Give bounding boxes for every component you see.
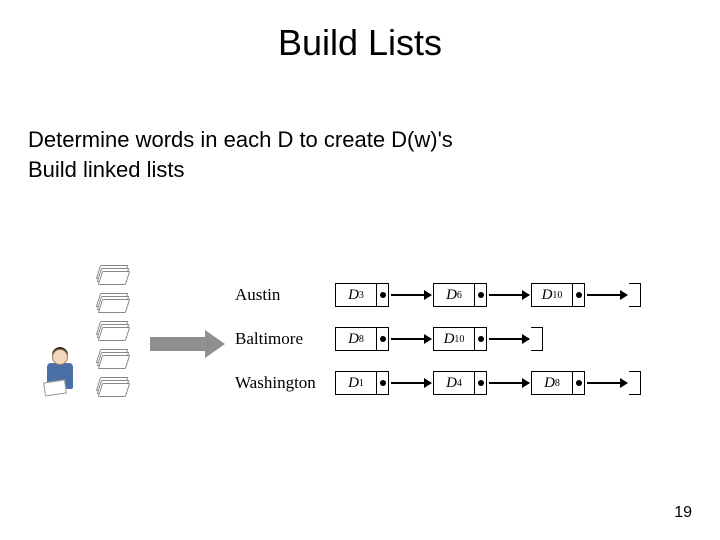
- pointer-arrow-icon: [489, 338, 529, 340]
- list-row: BaltimoreD8 D10: [235, 317, 641, 361]
- node-data: D8: [531, 371, 573, 395]
- slide: Build Lists Determine words in each D to…: [0, 0, 720, 540]
- list-node: D6: [433, 282, 487, 308]
- node-data: D10: [531, 283, 573, 307]
- node-pointer: [573, 371, 585, 395]
- pointer-arrow-icon: [391, 294, 431, 296]
- node-pointer: [573, 283, 585, 307]
- body-line-1: Determine words in each D to create D(w)…: [28, 125, 453, 155]
- page-number: 19: [674, 504, 692, 522]
- node-pointer: [377, 283, 389, 307]
- pointer-arrow-icon: [587, 294, 627, 296]
- node-pointer: [475, 371, 487, 395]
- word-label: Washington: [235, 373, 335, 393]
- node-pointer: [475, 283, 487, 307]
- pointer-arrow-icon: [489, 382, 529, 384]
- word-label: Austin: [235, 285, 335, 305]
- pointer-arrow-icon: [489, 294, 529, 296]
- list-node: D1: [335, 370, 389, 396]
- list-terminator: [629, 283, 641, 307]
- arrow-icon: [150, 337, 205, 351]
- body-line-2: Build linked lists: [28, 155, 453, 185]
- list-node: D3: [335, 282, 389, 308]
- body-text: Determine words in each D to create D(w)…: [28, 125, 453, 184]
- node-data: D3: [335, 283, 377, 307]
- node-data: D10: [433, 327, 475, 351]
- diagram: AustinD3D6D10BaltimoreD8D10WashingtonD1D…: [40, 265, 680, 425]
- node-pointer: [475, 327, 487, 351]
- pointer-arrow-icon: [391, 382, 431, 384]
- list-node: D10: [433, 326, 487, 352]
- list-terminator: [531, 327, 543, 351]
- pointer-arrow-icon: [391, 338, 431, 340]
- list-terminator: [629, 371, 641, 395]
- list-node: D8: [531, 370, 585, 396]
- node-pointer: [377, 371, 389, 395]
- node-data: D4: [433, 371, 475, 395]
- linked-list: D3 D6 D10: [335, 282, 641, 308]
- word-label: Baltimore: [235, 329, 335, 349]
- node-data: D1: [335, 371, 377, 395]
- node-pointer: [377, 327, 389, 351]
- node-data: D8: [335, 327, 377, 351]
- page-title: Build Lists: [0, 22, 720, 64]
- node-data: D6: [433, 283, 475, 307]
- list-node: D4: [433, 370, 487, 396]
- list-node: D8: [335, 326, 389, 352]
- linked-list: D8 D10: [335, 326, 543, 352]
- pointer-arrow-icon: [587, 382, 627, 384]
- list-node: D10: [531, 282, 585, 308]
- list-row: AustinD3 D6 D10: [235, 273, 641, 317]
- list-row: WashingtonD1 D4 D8: [235, 361, 641, 405]
- linked-list-rows: AustinD3D6D10BaltimoreD8D10WashingtonD1D…: [235, 273, 641, 405]
- linked-list: D1 D4 D8: [335, 370, 641, 396]
